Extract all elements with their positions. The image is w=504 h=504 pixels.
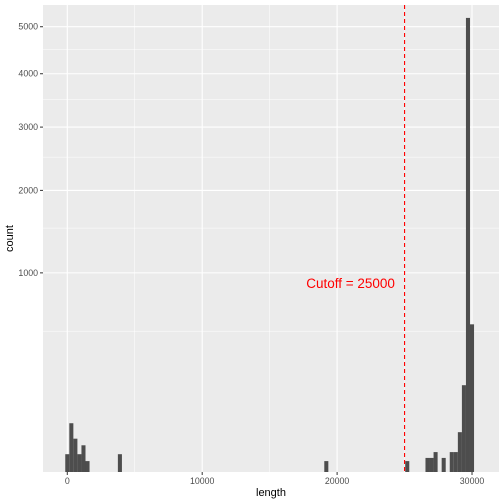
histogram-bar: [69, 423, 74, 472]
x-axis-title: length: [256, 487, 286, 499]
histogram-bar: [405, 461, 410, 472]
histogram-bar: [81, 445, 86, 472]
x-tick-label: 30000: [460, 476, 485, 486]
histogram-bar: [469, 324, 475, 472]
histogram-bar: [453, 452, 458, 472]
y-tick-label: 5000: [18, 22, 38, 32]
histogram-bar: [73, 438, 78, 472]
x-tick-label: 0: [65, 476, 70, 486]
histogram-bar: [77, 454, 82, 472]
plot-panel: [43, 5, 499, 472]
histogram-bar: [117, 454, 122, 472]
y-tick-label: 2000: [18, 185, 38, 195]
histogram-bar: [461, 385, 466, 472]
cutoff-label: Cutoff = 25000: [306, 276, 395, 291]
histogram-bar: [324, 461, 329, 472]
histogram-bar: [425, 457, 430, 472]
major-gridlines: [43, 5, 499, 472]
histogram-bar: [65, 454, 70, 472]
histogram-bars: [65, 17, 475, 472]
histogram-bar: [441, 457, 446, 472]
histogram-bar: [449, 452, 454, 472]
x-axis-ticks: 0 10000 20000 30000: [65, 472, 485, 486]
histogram-bar: [429, 457, 434, 472]
y-axis-title: count: [4, 225, 16, 252]
histogram-bar: [457, 432, 462, 472]
y-tick-label: 4000: [18, 69, 38, 79]
y-tick-label: 1000: [18, 268, 38, 278]
histogram-bar: [465, 17, 470, 472]
histogram-bar: [433, 452, 438, 472]
histogram-bar: [85, 461, 90, 472]
y-tick-label: 3000: [18, 122, 38, 132]
y-axis-ticks: 1000 2000 3000 4000 5000: [18, 22, 43, 278]
x-tick-label: 10000: [190, 476, 215, 486]
x-tick-label: 20000: [325, 476, 350, 486]
